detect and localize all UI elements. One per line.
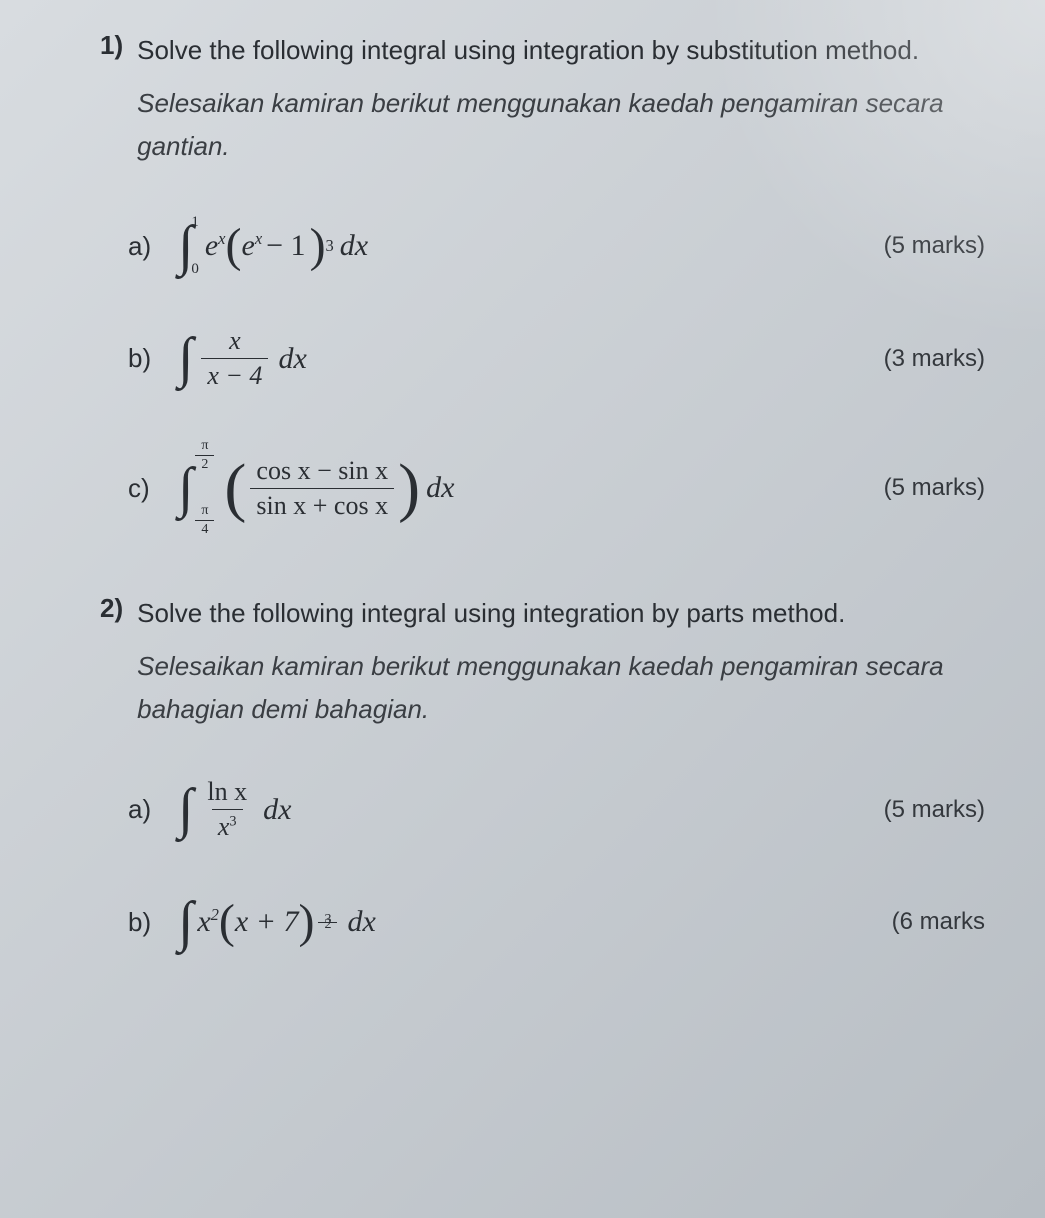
q1a-expression: ∫ 1 0 ex ( ex − 1 )3 dx <box>178 215 868 277</box>
q1-instruction-english: Solve the following integral using integ… <box>137 30 985 70</box>
q2a-label: a) <box>128 794 178 825</box>
q1b-dx: dx <box>278 342 306 376</box>
q2a-numerator: ln x <box>201 777 253 809</box>
q1c-marks: (5 marks) <box>884 474 985 502</box>
q2a-denom-base: x <box>218 812 230 841</box>
q1c-denominator: sin x + cos x <box>250 488 394 521</box>
q1-instruction-malay: Selesaikan kamiran berikut menggunakan k… <box>137 82 985 168</box>
q2b-x: x <box>197 905 210 938</box>
q1b-expression: ∫ x x − 4 dx <box>178 326 868 391</box>
q1c-ub-den: 2 <box>195 455 214 472</box>
q1c-expression: ∫ π 2 π 4 ( <box>178 439 868 537</box>
q2-instruction-malay: Selesaikan kamiran berikut menggunakan k… <box>137 645 985 731</box>
q1b-numerator: x <box>223 326 247 358</box>
q2-instruction-english: Solve the following integral using integ… <box>137 593 985 633</box>
q1c: c) ∫ π 2 π 4 <box>128 439 985 537</box>
q2a-expression: ∫ ln x x3 dx <box>178 777 868 842</box>
q2b-pow-den: 2 <box>318 922 337 925</box>
q1b: b) ∫ x x − 4 dx (3 marks) <box>128 326 985 391</box>
q2b-marks: (6 marks <box>892 908 985 936</box>
q1a-dx: dx <box>340 229 368 263</box>
q2b-dx: dx <box>347 905 375 939</box>
q1a: a) ∫ 1 0 ex ( ex − 1 )3 dx (5 marks) <box>128 214 985 278</box>
q1a-label: a) <box>128 231 178 262</box>
q1c-label: c) <box>128 473 178 504</box>
q1a-e1: e <box>205 229 218 262</box>
q1-header: 1) Solve the following integral using in… <box>100 30 985 168</box>
q2b-x-power: 2 <box>211 905 219 924</box>
q1c-ub-num: π <box>195 439 214 455</box>
q1-number: 1) <box>100 30 123 61</box>
q1c-numerator: cos x − sin x <box>250 456 394 488</box>
q2a-dx: dx <box>263 793 291 827</box>
q1a-e2: e <box>241 229 254 262</box>
q2a-marks: (5 marks) <box>884 796 985 824</box>
q1a-e2-sup: x <box>255 229 262 248</box>
q2b: b) ∫ x2 ( x + 7 ) 3 2 dx (6 marks <box>128 890 985 954</box>
q2a: a) ∫ ln x x3 dx (5 marks) <box>128 777 985 842</box>
q2-number: 2) <box>100 593 123 624</box>
q1b-denominator: x − 4 <box>201 358 268 391</box>
q1b-marks: (3 marks) <box>884 345 985 373</box>
q1a-e1-sup: x <box>218 229 225 248</box>
q2-header: 2) Solve the following integral using in… <box>100 593 985 731</box>
q1c-lb-num: π <box>195 504 214 520</box>
q2-subparts: a) ∫ ln x x3 dx (5 marks) b) ∫ x2 <box>128 777 985 954</box>
q2b-label: b) <box>128 907 178 938</box>
question-1: 1) Solve the following integral using in… <box>100 30 985 537</box>
q2b-expression: ∫ x2 ( x + 7 ) 3 2 dx <box>178 900 876 945</box>
q2b-inner: x + 7 <box>235 905 299 939</box>
q1-subparts: a) ∫ 1 0 ex ( ex − 1 )3 dx (5 marks) <box>128 214 985 537</box>
q1c-lb-den: 4 <box>195 520 214 537</box>
q1a-minus: − 1 <box>266 229 305 263</box>
question-2: 2) Solve the following integral using in… <box>100 593 985 954</box>
q1c-dx: dx <box>426 471 454 505</box>
q1a-marks: (5 marks) <box>884 232 985 260</box>
q1b-label: b) <box>128 343 178 374</box>
q2a-denom-power: 3 <box>229 814 236 830</box>
